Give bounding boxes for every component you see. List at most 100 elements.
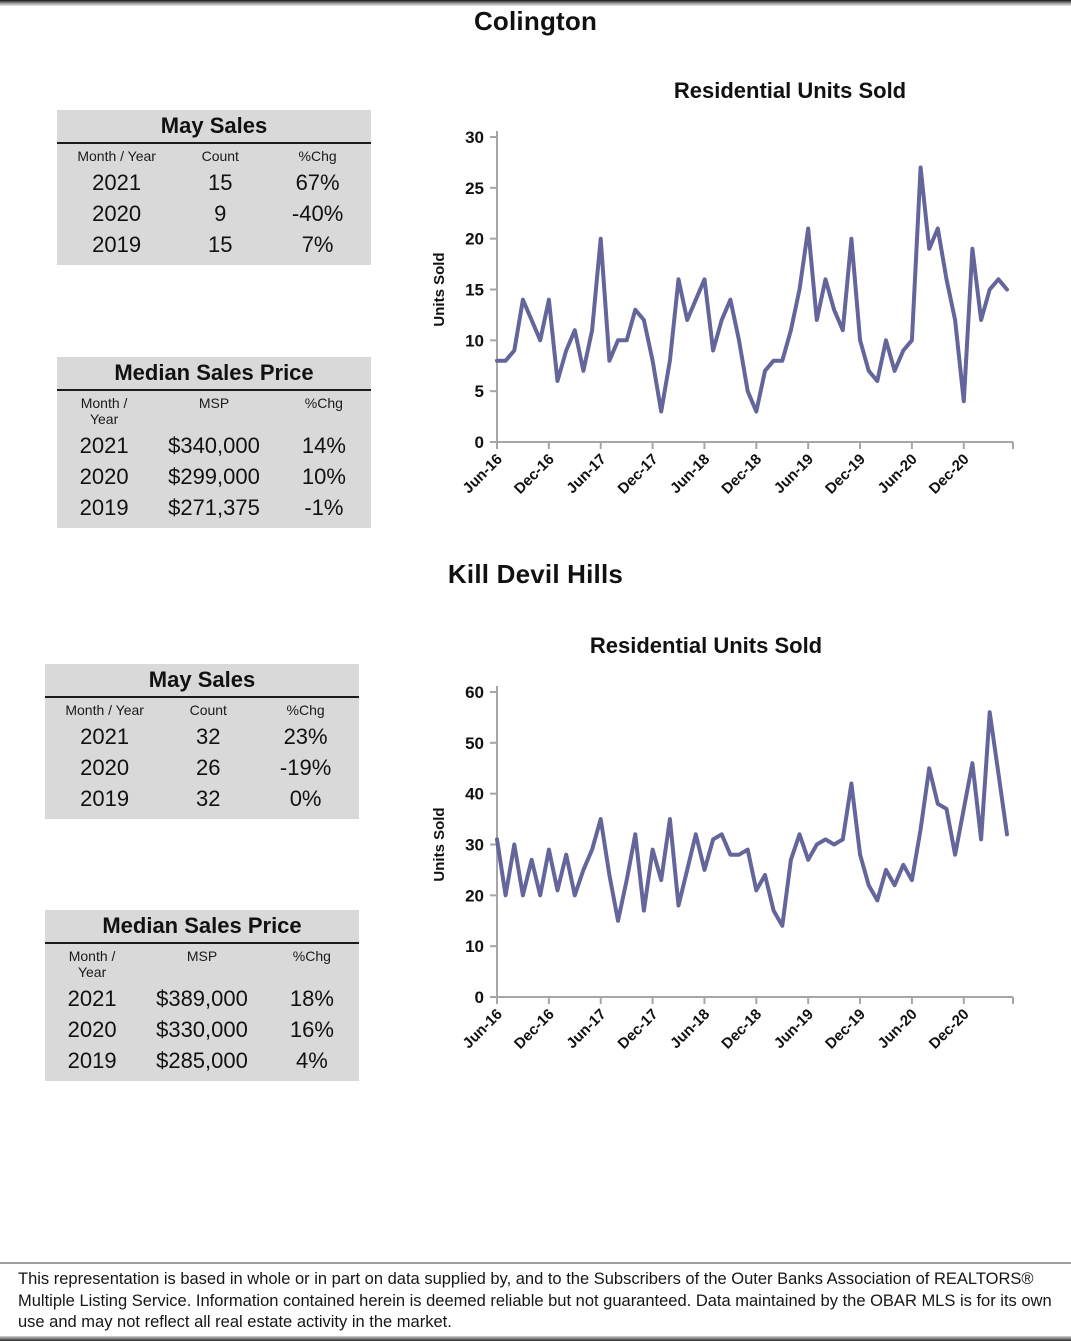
may-sales-table: May Sales Month / Year Count %Chg 2021 1…	[57, 110, 371, 265]
year-cell: 2020	[80, 755, 130, 780]
column-header-chg: %Chg	[298, 148, 337, 164]
table-title: May Sales	[57, 110, 371, 144]
table-header-row: Month / Year MSP %Chg	[45, 944, 359, 980]
table-row: 2020 $330,000 16%	[45, 1017, 359, 1042]
svg-text:Jun-18: Jun-18	[667, 451, 713, 497]
svg-text:30: 30	[465, 128, 484, 147]
residential-units-sold-chart-colington: Residential Units Sold 0 5 10 15 20 25 30 Jun-1…	[429, 78, 1041, 512]
svg-text:Dec-18: Dec-18	[718, 451, 765, 498]
svg-text:10: 10	[465, 331, 484, 350]
column-header-count: Count	[201, 148, 239, 164]
section-title-colington: Colington	[473, 6, 598, 36]
column-header-month-year: Month / Year	[68, 948, 116, 980]
residential-units-sold-chart-kill-devil-hills: Residential Units Sold 0 10 20 30 40 50 60 Jun-…	[429, 633, 1041, 1067]
chg-cell: 14%	[301, 433, 346, 458]
svg-text:0: 0	[475, 988, 484, 1007]
median-sales-price-table: Median Sales Price Month / Year MSP %Chg…	[57, 357, 371, 528]
may-sales-table: May Sales Month / Year Count %Chg 2021 3…	[45, 664, 359, 819]
chg-cell: 18%	[289, 986, 334, 1011]
svg-text:Dec-20: Dec-20	[926, 451, 973, 498]
table-title: Median Sales Price	[45, 910, 359, 944]
msp-cell: $299,000	[168, 464, 260, 489]
svg-text:Jun-20: Jun-20	[875, 451, 921, 497]
svg-text:Dec-20: Dec-20	[926, 1006, 973, 1053]
svg-text:10: 10	[465, 937, 484, 956]
chg-cell: 0%	[289, 786, 322, 811]
svg-text:Units Sold: Units Sold	[431, 252, 448, 326]
page-top-edge	[0, 0, 1071, 6]
svg-text:Dec-17: Dec-17	[615, 1006, 662, 1053]
msp-cell: $285,000	[156, 1048, 248, 1073]
chg-cell: 16%	[289, 1017, 334, 1042]
chg-cell: 10%	[301, 464, 346, 489]
column-header-count: Count	[189, 702, 227, 718]
svg-text:Jun-20: Jun-20	[875, 1006, 921, 1052]
svg-text:Dec-16: Dec-16	[511, 451, 558, 498]
chg-cell: 7%	[301, 232, 334, 257]
column-header-month-year: Month / Year	[77, 148, 156, 164]
table-row: 2021 15 67%	[57, 170, 371, 195]
svg-text:20: 20	[465, 230, 484, 249]
year-cell: 2021	[67, 986, 117, 1011]
msp-cell: $330,000	[156, 1017, 248, 1042]
svg-text:Jun-19: Jun-19	[771, 451, 817, 497]
count-cell: 32	[196, 724, 221, 749]
svg-text:0: 0	[475, 433, 484, 452]
count-cell: 9	[214, 201, 227, 226]
year-cell: 2020	[92, 201, 142, 226]
table-row: 2019 15 7%	[57, 232, 371, 257]
column-header-chg: %Chg	[304, 395, 343, 411]
year-cell: 2019	[67, 1048, 117, 1073]
chg-cell: -1%	[304, 495, 344, 520]
column-header-month-year: Month / Year	[80, 395, 128, 427]
year-cell: 2021	[80, 724, 130, 749]
svg-text:5: 5	[475, 382, 484, 401]
footer-divider	[0, 1262, 1071, 1264]
column-header-chg: %Chg	[292, 948, 331, 964]
table-row: 2020 26 -19%	[45, 755, 359, 780]
svg-text:Jun-17: Jun-17	[563, 451, 609, 497]
chg-cell: 4%	[295, 1048, 328, 1073]
svg-text:60: 60	[465, 683, 484, 702]
table-row: 2021 32 23%	[45, 724, 359, 749]
table-header-row: Month / Year MSP %Chg	[57, 391, 371, 427]
chart-title: Residential Units Sold	[589, 633, 823, 658]
disclaimer-text: This representation is based in whole or…	[18, 1270, 1052, 1331]
median-sales-price-table: Median Sales Price Month / Year MSP %Chg…	[45, 910, 359, 1081]
table-row: 2019 32 0%	[45, 786, 359, 811]
column-header-month-year: Month / Year	[65, 702, 144, 718]
section-title-kill-devil-hills: Kill Devil Hills	[447, 559, 624, 589]
table-title: Median Sales Price	[57, 357, 371, 391]
msp-cell: $340,000	[168, 433, 260, 458]
table-row: 2019 $271,375 -1%	[57, 495, 371, 520]
chg-cell: -40%	[291, 201, 344, 226]
year-cell: 2019	[80, 786, 130, 811]
chg-cell: 67%	[295, 170, 340, 195]
year-cell: 2019	[79, 495, 129, 520]
svg-text:40: 40	[465, 785, 484, 804]
table-row: 2021 $340,000 14%	[57, 433, 371, 458]
chg-cell: -19%	[279, 755, 332, 780]
msp-cell: $389,000	[156, 986, 248, 1011]
chg-cell: 23%	[283, 724, 328, 749]
year-cell: 2019	[92, 232, 142, 257]
svg-text:Dec-18: Dec-18	[718, 1006, 765, 1053]
svg-text:Dec-17: Dec-17	[615, 451, 662, 498]
svg-text:Jun-17: Jun-17	[563, 1006, 609, 1052]
count-cell: 26	[196, 755, 221, 780]
table-row: 2019 $285,000 4%	[45, 1048, 359, 1073]
svg-text:50: 50	[465, 734, 484, 753]
year-cell: 2021	[92, 170, 142, 195]
count-cell: 15	[208, 232, 233, 257]
svg-text:Jun-18: Jun-18	[667, 1006, 713, 1052]
year-cell: 2021	[79, 433, 129, 458]
page-bottom-edge	[0, 1336, 1071, 1341]
svg-text:25: 25	[465, 179, 484, 198]
msp-cell: $271,375	[168, 495, 260, 520]
column-header-msp: MSP	[186, 948, 218, 964]
svg-text:Dec-19: Dec-19	[822, 1006, 869, 1053]
table-row: 2021 $389,000 18%	[45, 986, 359, 1011]
count-cell: 15	[208, 170, 233, 195]
